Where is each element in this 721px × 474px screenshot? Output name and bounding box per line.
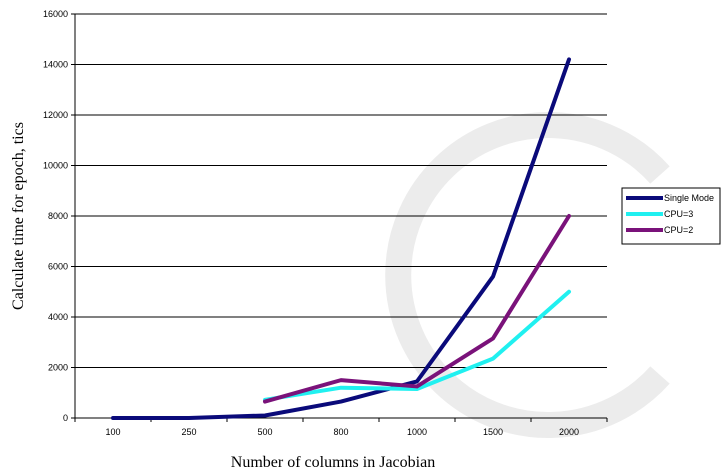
x-tick-label: 1500 <box>483 427 503 437</box>
legend-label: CPU=3 <box>664 209 693 219</box>
y-tick-label: 16000 <box>43 9 68 19</box>
x-tick-label: 1000 <box>407 427 427 437</box>
y-tick-label: 0 <box>63 413 68 423</box>
x-tick-label: 2000 <box>559 427 579 437</box>
y-tick-label: 4000 <box>48 312 68 322</box>
legend: Single Mode CPU=3 CPU=2 <box>621 187 721 245</box>
series-line-1 <box>263 289 571 402</box>
y-tick-label: 10000 <box>43 161 68 171</box>
x-tick-label: 500 <box>257 427 272 437</box>
y-tick-label: 8000 <box>48 211 68 221</box>
series-line-2 <box>263 214 571 404</box>
x-axis-title: Number of columns in Jacobian <box>231 454 435 471</box>
y-tick-label: 14000 <box>43 60 68 70</box>
legend-label: Single Mode <box>664 193 714 203</box>
y-axis-title: Calculate time for epoch, tics <box>10 122 27 310</box>
x-tick-label: 800 <box>333 427 348 437</box>
series-lines <box>111 57 571 420</box>
x-tick-label: 250 <box>181 427 196 437</box>
y-tick-label: 6000 <box>48 262 68 272</box>
legend-label: CPU=2 <box>664 225 693 235</box>
x-axis-ticks: 100 250 500 800 1000 1500 2000 <box>74 418 608 437</box>
watermark <box>385 112 670 438</box>
y-tick-label: 12000 <box>43 110 68 120</box>
y-axis-ticks: 0 2000 4000 6000 8000 10000 12000 14000 16000 <box>43 9 75 423</box>
gridlines <box>75 13 607 368</box>
x-tick-label: 100 <box>105 427 120 437</box>
series-line-0 <box>111 57 571 420</box>
y-tick-label: 2000 <box>48 363 68 373</box>
